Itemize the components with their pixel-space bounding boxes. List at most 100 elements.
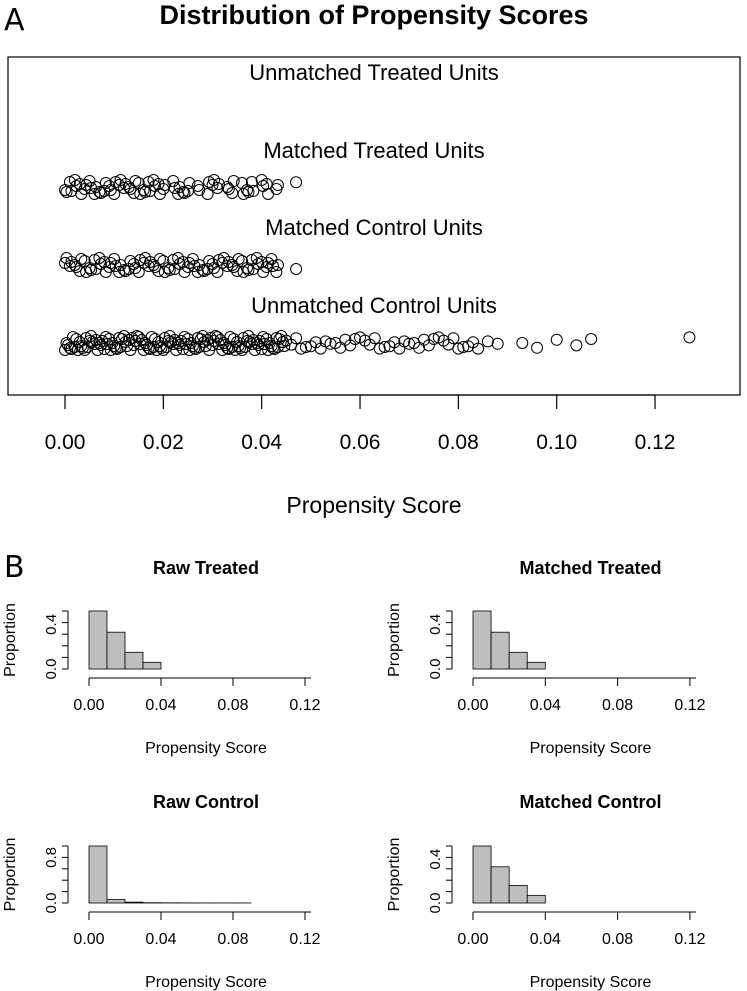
point-g2-42-1: [267, 260, 280, 272]
point-g1-30-1: [227, 175, 240, 187]
x-axis-label-2: Propensity Score: [530, 740, 652, 757]
point-g1-7-0: [93, 186, 106, 198]
point-g3-4-0: [78, 344, 91, 356]
point-g3-63-0: [368, 332, 381, 345]
x-tick-label-1-3: 0.12: [289, 697, 320, 714]
point-g2-26-1: [188, 260, 201, 272]
x-axis-label-4: Propensity Score: [530, 974, 652, 991]
point-g1-26-0: [201, 188, 214, 200]
point-g1-5-1: [85, 182, 98, 194]
panel-a-label: A: [4, 3, 25, 38]
x-tick-label-3-3: 0.12: [289, 931, 320, 948]
point-g3-67-0: [388, 336, 401, 349]
hist-bar-3-0: [88, 845, 108, 904]
y-tick-label-1-1: 0.4: [43, 614, 60, 635]
point-g3-36-1: [237, 332, 250, 344]
hist-bar-4-1: [490, 866, 510, 904]
x-tick-label-3-0: 0.00: [73, 931, 104, 948]
point-g2-15-1: [134, 254, 147, 266]
point-g1-33-1: [247, 185, 260, 197]
y-axis-label-4: Proportion: [386, 838, 403, 912]
hist-bar-4-3: [526, 894, 546, 904]
point-g3-49-0: [299, 341, 312, 353]
x-tick-label-a-0: 0.00: [45, 431, 86, 454]
x-tick-label-1-2: 0.08: [217, 697, 248, 714]
hist-title-1: Raw Treated: [153, 558, 259, 578]
hist-bar-4-2: [508, 885, 528, 904]
group-label-0: Unmatched Treated Units: [249, 60, 498, 85]
x-tick-label-a-1: 0.02: [143, 431, 184, 454]
point-g1-28-1: [212, 178, 225, 190]
point-g3-65-0: [378, 341, 391, 353]
point-g2-35-1: [232, 253, 245, 265]
point-g3-89-0: [550, 333, 563, 346]
point-g3-85-0: [481, 335, 494, 348]
point-g3-4-1: [80, 332, 93, 344]
point-g3-40-1: [257, 331, 270, 343]
point-g1-21-0: [167, 175, 180, 187]
point-g3-31-0: [211, 331, 224, 343]
x-tick-label-2-2: 0.08: [602, 697, 633, 714]
x-tick-label-3-1: 0.04: [145, 931, 176, 948]
hist-bar-4-0: [472, 845, 492, 904]
group-label-3: Unmatched Control Units: [251, 293, 497, 318]
hist-bar-2-1: [490, 631, 510, 670]
point-g3-80-0: [452, 342, 465, 355]
point-g2-26-0: [186, 253, 199, 265]
point-g3-13-2: [125, 332, 138, 344]
point-g3-15-0: [132, 331, 145, 343]
point-g2-38-0: [245, 254, 258, 266]
point-g3-47-0: [290, 332, 303, 345]
y-tick-label-2-0: 0.0: [427, 659, 444, 680]
hist-bar-3-2: [124, 901, 144, 904]
hist-title-2: Matched Treated: [519, 558, 661, 578]
point-g2-28-0: [196, 264, 209, 276]
point-g3-64-0: [373, 342, 386, 355]
point-g3-87-0: [516, 337, 529, 349]
y-axis-label-1: Proportion: [2, 603, 19, 677]
point-g3-24-1: [178, 331, 191, 343]
x-tick-label-a-2: 0.04: [241, 431, 282, 454]
point-g1-29-0: [221, 181, 234, 193]
panel-b-label: B: [4, 550, 25, 585]
point-g3-92-0: [683, 331, 696, 344]
x-axis-a-label: Propensity Score: [286, 492, 461, 518]
point-g2-31-0: [211, 266, 224, 278]
hist-title-3: Raw Control: [153, 792, 259, 812]
point-g3-81-0: [457, 341, 470, 353]
y-tick-label-1-0: 0.0: [43, 659, 60, 680]
hist-bar-1-0: [88, 610, 108, 670]
point-g2-10-1: [109, 260, 122, 272]
point-g3-58-0: [344, 339, 357, 352]
point-g3-20-0: [157, 344, 170, 356]
hist-bar-2-3: [526, 661, 546, 670]
point-g3-1-0: [63, 342, 76, 354]
chart-a-title: Distribution of Propensity Scores: [159, 0, 588, 30]
x-tick-label-2-0: 0.00: [457, 697, 488, 714]
x-tick-label-1-0: 0.00: [73, 697, 104, 714]
hist-bar-1-3: [142, 661, 162, 670]
y-tick-label-4-1: 0.4: [427, 849, 444, 870]
point-g1-10-1: [109, 176, 122, 188]
x-tick-label-2-3: 0.12: [674, 697, 705, 714]
point-g3-8-1: [99, 331, 112, 343]
point-g2-12-0: [118, 264, 131, 276]
group-label-1: Matched Treated Units: [263, 138, 484, 163]
point-g3-20-1: [158, 332, 171, 344]
point-g3-29-2: [204, 332, 217, 344]
point-g3-90-0: [570, 339, 583, 352]
point-g3-40-2: [258, 338, 271, 350]
point-g2-3-1: [75, 253, 88, 265]
point-g1-35-0: [260, 178, 273, 190]
point-g2-43-1: [271, 259, 284, 271]
point-g1-14-1: [129, 175, 142, 187]
hist-title-4: Matched Control: [520, 792, 662, 812]
x-tick-label-4-3: 0.12: [674, 931, 705, 948]
point-g1-25-1: [193, 184, 206, 196]
point-g3-36-0: [236, 344, 249, 356]
x-tick-label-a-3: 0.06: [340, 431, 381, 454]
point-g1-37-0: [290, 176, 303, 189]
y-axis-label-3: Proportion: [2, 838, 19, 912]
point-g1-36-1: [271, 179, 284, 191]
point-g3-8-2: [101, 338, 114, 350]
